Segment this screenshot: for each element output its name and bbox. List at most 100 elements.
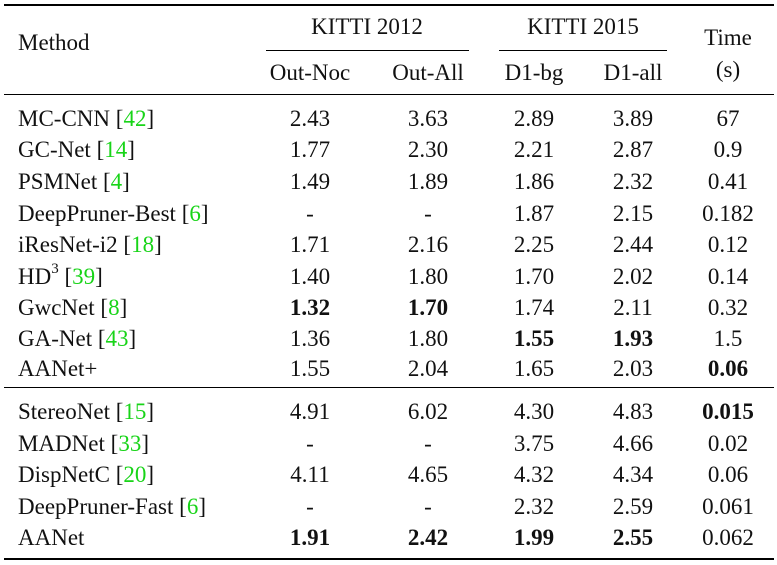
method-label: DeepPruner-Best xyxy=(18,201,176,226)
table-cell: 2.25 xyxy=(513,232,555,257)
group-separator-rule xyxy=(4,387,774,388)
header-method: Method xyxy=(18,30,90,55)
table-cell: 2.89 xyxy=(513,106,555,131)
table-cell: - xyxy=(424,494,432,519)
method-label: iResNet-i2 xyxy=(18,232,118,257)
method-label: MC-CNN xyxy=(18,106,111,131)
table-cell: 2.32 xyxy=(513,494,555,519)
table-cell: 1.77 xyxy=(289,137,331,162)
table-cell: 3.89 xyxy=(612,106,654,131)
table-cell: 1.89 xyxy=(407,169,449,194)
table-cell: 2.11 xyxy=(613,295,653,320)
table-cell: 0.015 xyxy=(702,399,754,424)
citation-link[interactable]: 43 xyxy=(105,326,129,351)
method-name: StereoNet [15] xyxy=(18,399,155,424)
table-cell: 1.70 xyxy=(407,295,449,320)
citation-link[interactable]: 6 xyxy=(189,201,201,226)
method-label: GC-Net xyxy=(18,137,91,162)
table-cell: 1.99 xyxy=(513,525,555,550)
bottom-rule xyxy=(4,558,774,560)
table-cell: 1.91 xyxy=(289,525,331,550)
table-cell: 2.59 xyxy=(612,494,654,519)
table-cell: 2.32 xyxy=(612,169,654,194)
table-cell: 4.11 xyxy=(290,462,330,487)
table-cell: 2.43 xyxy=(289,106,331,131)
table-cell: - xyxy=(306,431,314,456)
header-out-all: Out-All xyxy=(392,60,464,85)
table-cell: 1.5 xyxy=(713,326,743,351)
table-cell: 1.74 xyxy=(513,295,555,320)
header-d1-all: D1-all xyxy=(603,60,663,85)
citation-link[interactable]: 14 xyxy=(104,137,128,162)
table-cell: 2.42 xyxy=(407,525,449,550)
citation-link[interactable]: 20 xyxy=(123,462,147,487)
table-cell: 1.93 xyxy=(612,326,654,351)
table-cell: 1.55 xyxy=(289,356,331,381)
table-cell: 6.02 xyxy=(407,399,449,424)
citation-link[interactable]: 39 xyxy=(72,264,96,289)
header-d1-bg: D1-bg xyxy=(504,60,564,85)
table-cell: 0.41 xyxy=(707,169,749,194)
table-cell: 1.49 xyxy=(289,169,331,194)
table-cell: 0.9 xyxy=(713,137,743,162)
table-cell: 0.182 xyxy=(702,201,754,226)
method-label: GA-Net xyxy=(18,326,93,351)
superscript: 3 xyxy=(51,261,59,278)
table-cell: 2.02 xyxy=(612,264,654,289)
table-cell: 1.71 xyxy=(289,232,331,257)
table-cell: 4.34 xyxy=(612,462,654,487)
citation-link[interactable]: 4 xyxy=(110,169,123,194)
table-cell: 1.80 xyxy=(407,326,449,351)
table-cell: 4.32 xyxy=(513,462,555,487)
method-name: AANet+ xyxy=(18,356,97,382)
table-cell: 4.91 xyxy=(289,399,331,424)
table-cell: - xyxy=(424,431,432,456)
citation-link[interactable]: 15 xyxy=(123,399,147,424)
table-cell: 2.87 xyxy=(612,137,654,162)
method-name: PSMNet [4] xyxy=(18,169,130,194)
kitti2015-underline xyxy=(499,50,667,51)
table-cell: 3.75 xyxy=(513,431,555,456)
table-cell: - xyxy=(424,201,432,226)
method-name: DispNetC [20] xyxy=(18,462,155,487)
header-time-unit: (s) xyxy=(715,57,741,82)
table-cell: 2.55 xyxy=(612,525,654,550)
table-cell: 2.15 xyxy=(612,201,654,226)
citation-link[interactable]: 8 xyxy=(108,295,120,320)
method-label: MADNet xyxy=(18,431,105,456)
method-name: HD3 [39] xyxy=(18,261,103,289)
table-cell: 4.66 xyxy=(612,431,654,456)
header-rule xyxy=(4,94,774,95)
citation-link[interactable]: 33 xyxy=(118,431,142,456)
method-name: GA-Net [43] xyxy=(18,326,137,351)
kitti2012-underline xyxy=(266,50,469,51)
table-cell: - xyxy=(306,494,314,519)
method-name: GwcNet [8] xyxy=(18,295,128,320)
header-kitti2012: KITTI 2012 xyxy=(311,14,423,39)
table-cell: 0.062 xyxy=(702,525,754,550)
method-name: DeepPruner-Best [6] xyxy=(18,201,209,226)
table-cell: 2.21 xyxy=(513,137,555,162)
header-out-noc: Out-Noc xyxy=(269,60,351,85)
table-cell: 0.02 xyxy=(707,431,749,456)
method-label: DispNetC xyxy=(18,462,110,487)
table-cell: 2.03 xyxy=(612,356,654,381)
citation-link[interactable]: 6 xyxy=(186,494,199,519)
table-cell: 0.06 xyxy=(707,462,749,487)
table-cell: 67 xyxy=(716,106,740,131)
table-cell: 1.36 xyxy=(289,326,331,351)
table-cell: 0.32 xyxy=(707,295,749,320)
citation-link[interactable]: 42 xyxy=(123,106,147,131)
table-cell: 2.04 xyxy=(407,356,449,381)
table-cell: 1.70 xyxy=(513,264,555,289)
citation-link[interactable]: 18 xyxy=(131,232,155,257)
method-name: GC-Net [14] xyxy=(18,137,135,162)
method-label: AANet+ xyxy=(18,356,98,381)
method-label: GwcNet xyxy=(18,295,95,320)
table-cell: 4.65 xyxy=(407,462,449,487)
table-cell: 2.44 xyxy=(612,232,654,257)
header-time: Time xyxy=(704,25,752,50)
table-cell: 0.12 xyxy=(707,232,749,257)
table-cell: 0.061 xyxy=(702,494,754,519)
method-name: MADNet [33] xyxy=(18,431,149,456)
